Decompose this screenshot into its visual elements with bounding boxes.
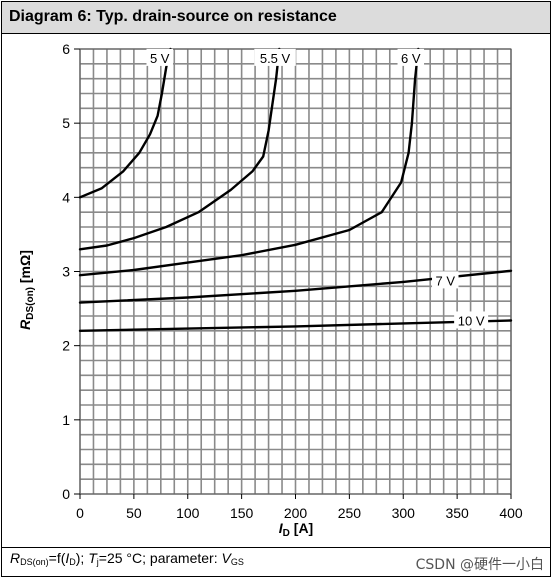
chart-footer: RDS(on)=f(ID); Tj=25 °C; parameter: VGS [10, 550, 244, 567]
y-tick-label: 5 [62, 115, 70, 131]
curve-label: 10 V [458, 313, 485, 328]
x-axis-label-sub: D [283, 528, 290, 539]
y-tick-label: 6 [62, 41, 70, 57]
curve-label-bg [397, 48, 425, 66]
chart-svg: 0 50 100 150 200 250 300 350 400 0 1 2 3 4 5 6 5 V 5.5 V… [17, 41, 523, 539]
x-axis-label-main: I [279, 520, 284, 536]
curve-label-bg [146, 48, 173, 66]
curve-label-bg [454, 311, 489, 329]
footer-r: R [10, 550, 21, 566]
curve-labels: 5 V 5.5 V 6 V 7 V 10 V [146, 48, 489, 329]
series-line [78, 47, 172, 199]
chart-header: Diagram 6: Typ. drain-source on resistan… [1, 1, 551, 34]
curve-label: 7 V [436, 273, 456, 288]
x-tick-label: 350 [445, 505, 469, 521]
footer-mid: ); [75, 550, 89, 566]
x-tick-label: 50 [126, 505, 142, 521]
x-tick-label: 100 [176, 505, 200, 521]
curve-label: 5.5 V [260, 51, 291, 66]
y-tick-label: 2 [62, 338, 70, 354]
x-tick-label: 200 [284, 505, 308, 521]
chart-title: Diagram 6: Typ. drain-source on resistan… [9, 8, 337, 25]
y-axis-label-unit: [mΩ] [17, 250, 33, 287]
watermark: CSDN @硬件一小白 [415, 557, 544, 573]
footer-t: T [88, 550, 97, 566]
x-tick-label: 300 [392, 505, 416, 521]
curve-label-bg [254, 48, 296, 66]
x-axis-label-unit: [A] [290, 520, 313, 536]
y-tick-label: 0 [62, 486, 70, 502]
footer-i-sub: D [69, 557, 76, 567]
y-tick-label: 3 [62, 264, 70, 280]
footer-i: I [65, 550, 70, 566]
series-line [78, 47, 420, 277]
footer-t-sub: j [96, 557, 99, 567]
y-axis-label-main: R [17, 319, 33, 330]
x-tick-label: 0 [76, 505, 84, 521]
x-axis-label: ID [A] [279, 520, 313, 539]
series-line [78, 319, 513, 332]
footer-temp: =25 °C; parameter: [98, 550, 222, 566]
y-axis-label-sub: DS(on) [25, 287, 36, 320]
footer-v: V [221, 550, 231, 566]
curve-label: 6 V [401, 51, 421, 66]
axis-ticks: 0 50 100 150 200 250 300 350 400 0 1 2 3 4 5 6 [62, 41, 523, 521]
x-tick-label: 150 [230, 505, 254, 521]
series-line [78, 47, 281, 251]
curve-label: 5 V [150, 51, 170, 66]
curve-label-bg [432, 271, 459, 289]
y-axis-label: RDS(on) [mΩ] [17, 250, 36, 330]
y-tick-label: 4 [62, 189, 70, 205]
x-tick-label: 400 [499, 505, 523, 521]
footer-divider [1, 547, 551, 548]
footer-eq: =f( [48, 550, 66, 566]
y-tick-label: 1 [62, 412, 70, 428]
footer-v-sub: GS [230, 557, 244, 567]
footer-r-sub: DS(on) [20, 557, 49, 567]
x-tick-label: 250 [338, 505, 362, 521]
